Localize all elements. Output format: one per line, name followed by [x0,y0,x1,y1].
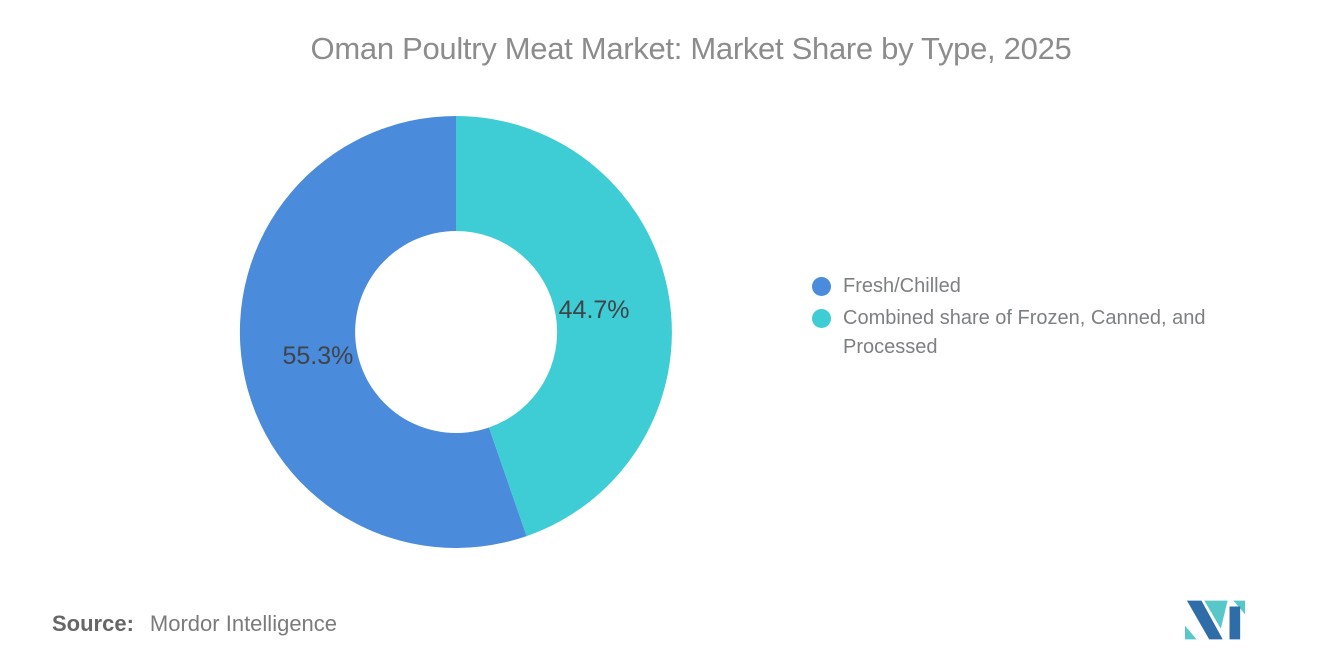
legend-item-frozen-canned-processed[interactable]: Combined share of Frozen, Canned, and Pr… [812,304,1252,362]
logo-shape-teal-middle [1204,600,1228,629]
chart-title: Oman Poultry Meat Market: Market Share b… [310,31,1072,66]
legend-item-fresh-chilled[interactable]: Fresh/Chilled [812,272,1252,301]
donut-slice-fresh-chilled[interactable] [239,115,527,549]
donut-chart: 55.3% 44.7% [239,115,672,549]
donut-slice-frozen-canned-processed[interactable] [456,116,672,537]
logo-shape-blue-band [1186,600,1223,640]
legend-label: Fresh/Chilled [843,275,961,297]
source-line: Source: Mordor Intelligence [52,611,337,637]
mordor-intelligence-logo [1185,600,1245,640]
slice-label-fresh-chilled: 55.3% [282,342,353,370]
legend-swatch-icon [812,309,831,328]
logo-shape-blue-right [1229,606,1241,640]
source-value: Mordor Intelligence [149,611,338,636]
logo-shape-teal-left [1185,625,1197,640]
chart-legend: Fresh/Chilled Combined share of Frozen, … [812,272,1252,365]
legend-label: Combined share of Frozen, Canned, and Pr… [843,307,1206,358]
source-label: Source: [52,611,134,636]
slice-label-frozen-canned-processed: 44.7% [559,296,630,324]
legend-swatch-icon [812,277,831,296]
